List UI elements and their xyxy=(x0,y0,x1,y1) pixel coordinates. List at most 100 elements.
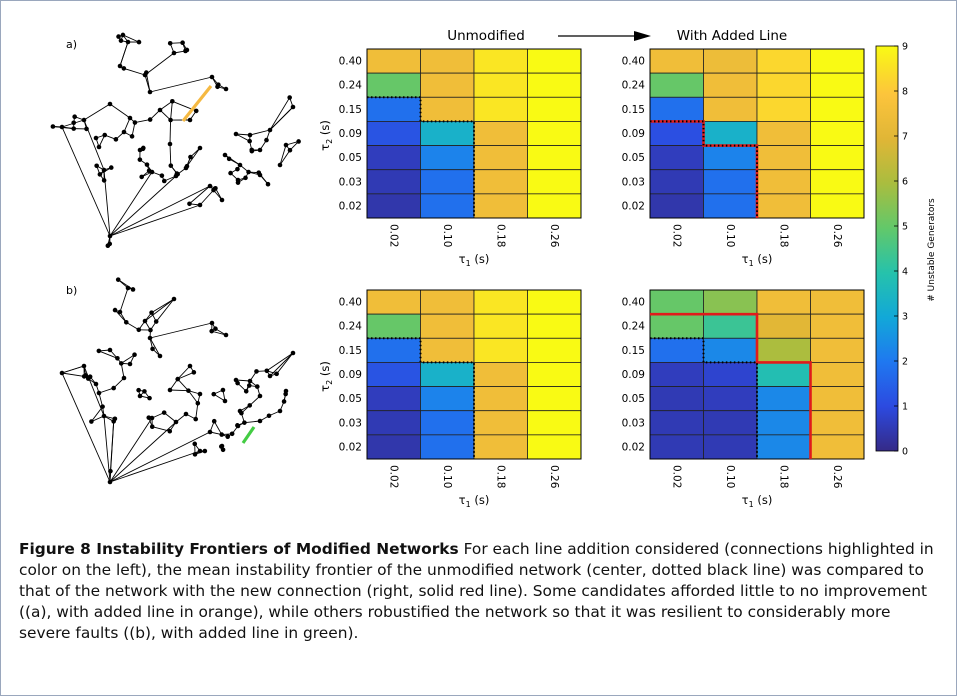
y-tick-label: 0.05 xyxy=(622,393,645,405)
heatmap-cell xyxy=(810,434,865,460)
y-tick-label: 0.09 xyxy=(622,369,645,381)
y-tick-label: 0.15 xyxy=(339,104,362,116)
heatmap-cell xyxy=(473,337,528,363)
heatmap-cell xyxy=(649,121,704,146)
y-tick-label: 0.05 xyxy=(339,152,362,164)
heatmap-cell xyxy=(420,121,475,146)
colorbar-tick-label: 1 xyxy=(902,402,908,413)
heatmap-cell xyxy=(366,193,421,219)
y-tick-label: 0.03 xyxy=(622,176,645,188)
y-tick-label: 0.15 xyxy=(339,345,362,357)
frontier-added xyxy=(650,120,759,218)
heatmap-cell xyxy=(473,289,528,315)
y-tick-label: 0.24 xyxy=(339,80,363,92)
x-axis-label: τ1 (s) xyxy=(459,252,490,268)
x-axis-label: τ1 (s) xyxy=(459,493,490,509)
x-tick-label: 0.18 xyxy=(494,224,506,247)
heatmap-cell xyxy=(756,362,811,387)
heatmap-cell xyxy=(649,313,704,339)
heatmap-cell xyxy=(527,169,582,195)
y-tick-label: 0.15 xyxy=(622,104,645,116)
heatmap-cell xyxy=(527,48,582,74)
heatmap-cell xyxy=(366,145,421,171)
heatmap-cell xyxy=(366,289,421,315)
heatmap-a-added: 0.40 0.24 0.15 0.09 0.05 0.03 0.02 0.02 0.10 0.18… xyxy=(622,48,865,268)
x-tick-label: 0.02 xyxy=(387,224,399,247)
heatmap-cell xyxy=(473,193,528,219)
heatmap-cell xyxy=(703,386,758,412)
heatmap-cell xyxy=(756,72,811,98)
heatmap-cell xyxy=(756,313,811,339)
heatmap-cell xyxy=(810,313,865,339)
heatmap-cell xyxy=(756,386,811,412)
heatmap-cell xyxy=(420,96,475,122)
added-line xyxy=(181,85,213,122)
heatmap-cell xyxy=(366,169,421,195)
heatmap-cell xyxy=(527,313,582,339)
heatmap-cell xyxy=(810,386,865,412)
heatmap-cell xyxy=(473,145,528,171)
heatmap-cell xyxy=(810,169,865,195)
heatmap-cell xyxy=(810,362,865,387)
y-axis-label: τ2 (s) xyxy=(318,361,334,392)
colorbar-tick-label: 2 xyxy=(902,357,908,368)
colorbar-label: # Unstable Generators xyxy=(927,198,937,302)
heatmap-cell xyxy=(366,313,421,339)
colorbar-tick-label: 3 xyxy=(902,312,908,323)
x-axis-label: τ1 (s) xyxy=(742,252,773,268)
heatmap-cell xyxy=(756,169,811,195)
heatmap-cell xyxy=(703,48,758,74)
heatmap-cell xyxy=(703,121,758,146)
heatmap-b-added: 0.40 0.24 0.15 0.09 0.05 0.03 0.02 0.02 0.10 0.18… xyxy=(622,289,865,509)
x-tick-label: 0.02 xyxy=(670,465,682,488)
x-tick-label: 0.26 xyxy=(548,224,560,248)
frontier-added xyxy=(650,312,812,459)
heatmap-cell xyxy=(473,72,528,98)
panel-label-b: b) xyxy=(66,284,77,297)
heatmap-a-unmodified: 0.40 0.24 0.15 0.09 0.05 0.03 0.02 0.02 0.10 0.18… xyxy=(318,48,582,268)
heatmap-cell xyxy=(473,362,528,387)
heatmap-cell xyxy=(420,72,475,98)
heatmap-cell xyxy=(366,410,421,436)
heatmap-cell xyxy=(756,434,811,460)
y-tick-label: 0.40 xyxy=(339,297,362,309)
y-tick-label: 0.02 xyxy=(622,441,645,453)
colorbar-tick-label: 9 xyxy=(902,42,908,53)
heatmap-cell xyxy=(649,289,704,315)
heatmap-cell xyxy=(420,410,475,436)
heatmap-cell xyxy=(420,434,475,460)
added-line xyxy=(241,426,256,444)
heatmap-cell xyxy=(703,313,758,339)
x-tick-label: 0.18 xyxy=(494,465,506,488)
heatmap-cell xyxy=(527,289,582,315)
heatmap-cell xyxy=(420,145,475,171)
heatmap-cell xyxy=(703,145,758,171)
heatmap-cell xyxy=(649,362,704,387)
heatmap-cell xyxy=(703,72,758,98)
heatmap-cell xyxy=(527,121,582,146)
heatmap-cell xyxy=(756,193,811,219)
heatmap-cell xyxy=(420,48,475,74)
heatmap-cell xyxy=(649,193,704,219)
caption-title: Figure 8 Instability Frontiers of Modifi… xyxy=(19,540,459,558)
heatmap-cell xyxy=(703,193,758,219)
colorbar-tick-label: 0 xyxy=(902,447,908,458)
heatmap-cell xyxy=(756,337,811,363)
heatmap-cell xyxy=(756,96,811,122)
heatmap-cell xyxy=(473,434,528,460)
y-tick-label: 0.05 xyxy=(339,393,362,405)
x-tick-label: 0.18 xyxy=(777,465,789,488)
heatmap-cell xyxy=(527,145,582,171)
y-tick-label: 0.02 xyxy=(339,200,362,212)
y-tick-label: 0.40 xyxy=(622,56,645,68)
network-graph-b xyxy=(59,277,296,485)
heatmap-cell xyxy=(420,169,475,195)
colorbar-tick-label: 8 xyxy=(902,87,908,98)
heatmap-cell xyxy=(703,362,758,387)
x-tick-label: 0.26 xyxy=(548,465,560,489)
x-tick-label: 0.26 xyxy=(831,224,843,248)
heatmap-cell xyxy=(703,289,758,315)
heatmap-cell xyxy=(366,362,421,387)
heatmap-cell xyxy=(527,337,582,363)
heatmap-cell xyxy=(703,169,758,195)
